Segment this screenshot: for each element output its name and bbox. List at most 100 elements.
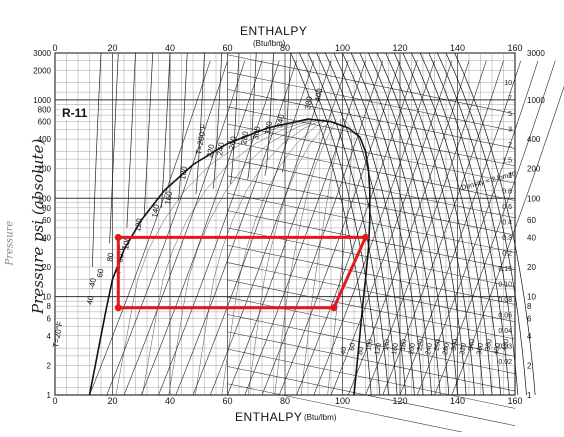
y-tick-right: 4 [527, 332, 532, 341]
quality-line [116, 119, 312, 395]
top-axis-unit: (Btu/lbm) [253, 39, 285, 48]
bottom-axis-unit: (Btu/lbm) [304, 413, 336, 422]
quality-line [142, 119, 316, 395]
bottom-axis-title: ENTHALPY [235, 410, 302, 424]
y-tick-right: 40 [527, 233, 536, 242]
x-tick-bottom: 60 [222, 396, 232, 406]
x-tick-bottom: 160 [507, 396, 522, 406]
saturation-curve [90, 119, 370, 395]
y-tick-left: 3000 [33, 49, 51, 58]
density-label: 0.4 [502, 220, 512, 227]
density-label: 0.04 [498, 328, 512, 335]
x-tick-top: 40 [165, 43, 175, 53]
x-tick-top: 100 [335, 43, 350, 53]
temperature-label: -40 [87, 277, 98, 290]
y-tick-left: 1000 [33, 96, 51, 105]
y-tick-right: 1000 [527, 96, 545, 105]
temperature-label: 260 [227, 135, 238, 150]
density-label: 7 [508, 96, 512, 103]
temperature-label: 280 [239, 130, 250, 145]
vapor-temp-label: 160 [391, 343, 400, 356]
density-label: 0.10 [498, 282, 512, 289]
vapor-temp-label: 320 [459, 343, 468, 356]
density-label: 10 [504, 80, 512, 87]
x-tick-bottom: 120 [392, 396, 407, 406]
isotherm-liquid [144, 53, 153, 217]
y-tick-right: 3000 [527, 49, 545, 58]
x-tick-top: 20 [107, 43, 117, 53]
x-tick-top: 160 [507, 43, 522, 53]
density-label: 2 [508, 142, 512, 149]
x-tick-bottom: 100 [335, 396, 350, 406]
y-tick-left: 8 [47, 302, 52, 311]
density-label: 0.2 [502, 251, 512, 258]
saturation-dome [90, 119, 370, 395]
x-tick-bottom: 40 [165, 396, 175, 406]
x-tick-top: 60 [222, 43, 232, 53]
vapor-temp-label: 340 [468, 339, 477, 352]
x-tick-bottom: 20 [107, 396, 117, 406]
axis-ticks: 0020204040606080801001001201201401401601… [33, 43, 545, 406]
isotherm-liquid [265, 53, 274, 176]
temperature-label: 60 [95, 267, 106, 278]
top-axis-title: ENTHALPY [240, 24, 307, 38]
density-label: 0.3 [502, 235, 512, 242]
y-tick-left: 6 [47, 314, 52, 323]
cycle-point [362, 234, 369, 241]
y-tick-right: 100 [527, 194, 541, 203]
y-tick-right: 2 [527, 361, 532, 370]
vapor-temp-label: 280 [442, 343, 451, 356]
faint-pressure-label: Pressure [5, 186, 16, 266]
y-tick-left: 1 [47, 391, 52, 400]
vapor-temp-label: 180 [400, 339, 409, 352]
temperature-label: 240 [215, 141, 226, 156]
cycle-point [330, 304, 337, 311]
isotherm-liquid [110, 53, 119, 243]
vapor-temp-label: 240 [425, 343, 434, 356]
vapor-temp-label: 60 [349, 342, 357, 351]
y-tick-left: 2000 [33, 66, 51, 75]
vapor-temp-label: 360 [476, 343, 485, 356]
y-tick-right: 60 [527, 216, 536, 225]
handwritten-pressure-label: Pressure psi (absolute) [29, 114, 47, 314]
y-tick-right: 10 [527, 293, 536, 302]
vapor-temp-label: 300 [451, 339, 460, 352]
density-label: 0.08 [498, 297, 512, 304]
x-tick-top: 120 [392, 43, 407, 53]
density-label: 3 [508, 127, 512, 134]
vapor-temp-label: 140 [383, 339, 392, 352]
density-label: 5 [508, 111, 512, 118]
temperature-label: T=20°F [51, 321, 64, 349]
quality-line [222, 119, 328, 395]
y-tick-right: 8 [527, 302, 532, 311]
vapor-temp-label: 80 [357, 346, 365, 355]
temperature-label: 80 [105, 251, 116, 262]
density-label: 0.8 [502, 189, 512, 196]
x-tick-top: 140 [450, 43, 465, 53]
refrigerant-label: R-11 [60, 106, 89, 120]
temperature-label: 120 [133, 217, 144, 232]
density-label: 0.06 [498, 313, 512, 320]
isochore [228, 89, 516, 148]
x-tick-bottom: 80 [280, 396, 290, 406]
vapor-temp-label: 100 [366, 339, 375, 352]
y-tick-right: 1 [527, 391, 532, 400]
x-tick-top: 0 [52, 43, 57, 53]
temperature-label: 220 [205, 143, 216, 158]
y-tick-left: 4 [47, 332, 52, 341]
vapor-temp-label: 220 [417, 339, 426, 352]
cycle-point [115, 304, 122, 311]
density-label: 0.15 [498, 266, 512, 273]
temperature-label: 140 [150, 203, 161, 218]
cycle-point [115, 234, 122, 241]
chart-curves [90, 53, 564, 432]
x-tick-bottom: 140 [450, 396, 465, 406]
isotherm-liquid [92, 53, 101, 267]
y-tick-left: 2 [47, 361, 52, 370]
temperature-label: 300 [251, 125, 262, 140]
x-tick-bottom: 0 [52, 396, 57, 406]
density-label: 1.5 [502, 158, 512, 165]
temperature-label: 40 [85, 294, 96, 305]
